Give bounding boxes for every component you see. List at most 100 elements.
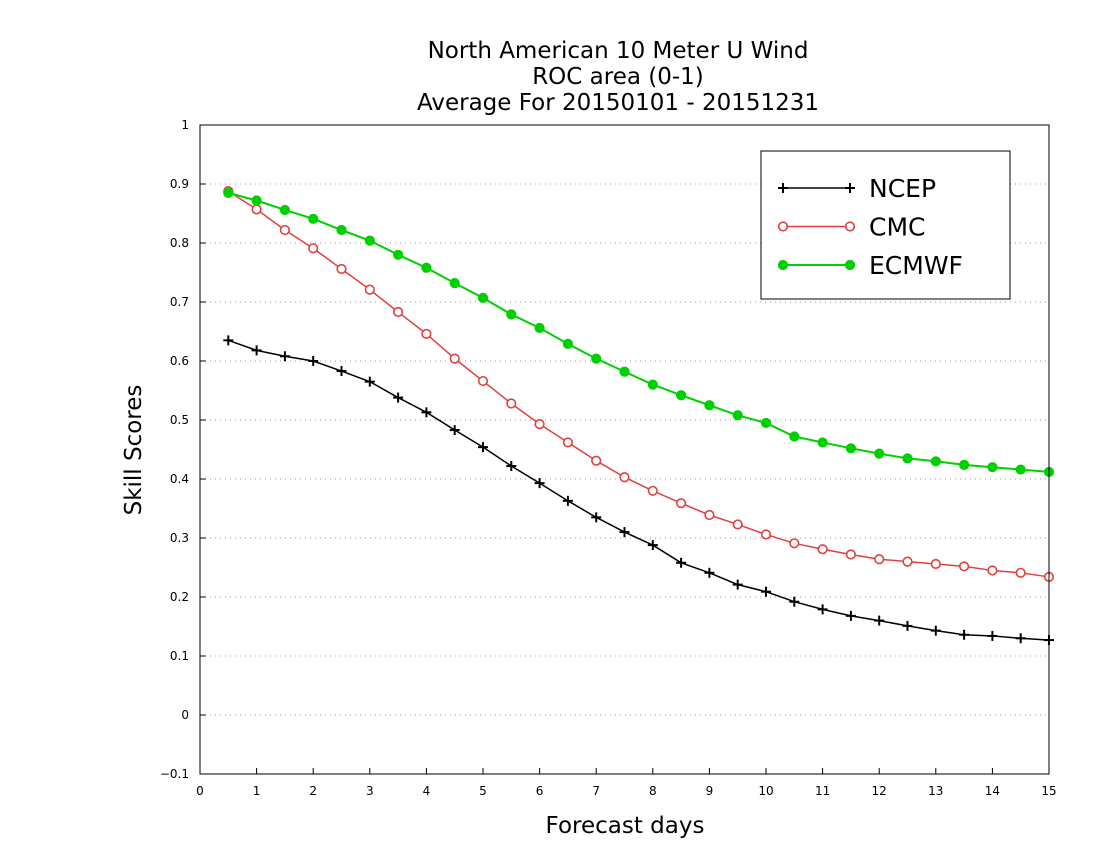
point-cmc-19: [760, 529, 772, 540]
x-tick-label-7: 7: [592, 784, 600, 798]
point-ecmwf-20: [789, 431, 800, 442]
point-cmc-10: [506, 398, 517, 409]
point-ecmwf-23: [874, 448, 885, 459]
point-cmc-21: [817, 544, 828, 555]
legend-entry-cmc: CMC: [777, 213, 925, 242]
y-tick-label-0: −0.1: [160, 767, 189, 781]
point-cmc-9: [477, 375, 489, 387]
series-ecmwf: [223, 187, 1055, 478]
point-ecmwf-19: [760, 417, 772, 429]
y-axis-label: Skill Scores: [121, 385, 147, 516]
point-cmc-3: [308, 243, 319, 254]
x-tick-label-9: 9: [706, 784, 714, 798]
legend-items: NCEP CMC ECMWF: [777, 174, 963, 280]
point-ecmwf-9: [477, 292, 489, 303]
x-tick-label-0: 0: [196, 784, 204, 798]
legend-box: [760, 150, 1011, 300]
legend-label-ecmwf: ECMWF: [869, 251, 963, 280]
point-cmc-14: [619, 472, 630, 483]
chart-title-line-2: ROC area (0-1): [532, 64, 704, 90]
tick-layer: −0.100.10.20.30.40.50.60.70.80.910 1 2 3 4 5 6…: [160, 118, 1057, 798]
y-tick-label-1: 0: [181, 708, 189, 722]
y-tick-label-3: 0.2: [170, 590, 189, 604]
point-ecmwf-6: [393, 249, 404, 260]
point-ecmwf-8: [449, 278, 460, 289]
x-tick-label-12: 12: [872, 784, 887, 798]
x-tick-label-15: 15: [1041, 784, 1056, 798]
point-ecmwf-13: [591, 353, 602, 364]
x-tick-label-13: 13: [928, 784, 943, 798]
point-ecmwf-21: [817, 437, 828, 448]
point-cmc-12: [562, 437, 574, 448]
point-ecmwf-0: [223, 187, 234, 198]
y-tick-label-9: 0.8: [170, 236, 189, 250]
point-cmc-13: [591, 455, 602, 466]
point-ecmwf-4: [336, 224, 347, 236]
point-ecmwf-12: [562, 338, 574, 349]
point-cmc-18: [732, 519, 743, 530]
point-ecmwf-28: [1015, 464, 1026, 475]
plot-area: [199, 124, 1050, 775]
x-tick-label-4: 4: [423, 784, 431, 798]
y-tick-label-5: 0.4: [170, 472, 189, 486]
point-ecmwf-18: [732, 410, 743, 421]
chart-title-line-3: Average For 20150101 - 20151231: [417, 90, 819, 116]
x-tick-label-8: 8: [649, 784, 657, 798]
point-cmc-17: [704, 509, 715, 521]
point-cmc-11: [534, 419, 545, 430]
legend-marker-end-cmc: [844, 221, 856, 232]
point-cmc-23: [874, 554, 885, 565]
point-ecmwf-5: [364, 235, 375, 246]
point-cmc-25: [930, 558, 941, 570]
y-tick-label-11: 1: [181, 118, 189, 132]
point-cmc-27: [987, 565, 998, 576]
point-ecmwf-7: [421, 262, 432, 273]
point-ecmwf-15: [647, 379, 658, 390]
point-ecmwf-26: [959, 459, 970, 470]
y-tick-label-7: 0.6: [170, 354, 189, 368]
x-tick-label-3: 3: [366, 784, 374, 798]
series-ncep: [223, 335, 1054, 646]
point-cmc-20: [789, 538, 800, 549]
x-axis-label: Forecast days: [546, 813, 705, 839]
legend-entry-ecmwf: ECMWF: [777, 251, 963, 280]
x-tick-label-14: 14: [985, 784, 1000, 798]
point-cmc-15: [647, 485, 658, 496]
y-tick-label-4: 0.3: [170, 531, 189, 545]
y-tick-label-2: 0.1: [170, 649, 189, 663]
point-cmc-28: [1015, 567, 1026, 578]
point-ecmwf-3: [308, 213, 319, 224]
point-cmc-8: [449, 353, 460, 364]
legend: NCEP CMC ECMWF: [760, 150, 1011, 300]
point-ecmwf-10: [506, 309, 517, 320]
legend-marker-start-cmc: [777, 221, 789, 232]
legend-label-ncep: NCEP: [869, 174, 936, 203]
point-ecmwf-14: [619, 366, 630, 377]
point-cmc-7: [421, 328, 432, 339]
y-tick-label-6: 0.5: [170, 413, 189, 427]
point-cmc-5: [364, 284, 375, 295]
point-ecmwf-16: [676, 390, 687, 401]
point-cmc-2: [279, 224, 291, 236]
legend-label-cmc: CMC: [869, 213, 925, 242]
x-tick-label-5: 5: [479, 784, 487, 798]
y-tick-label-8: 0.7: [170, 295, 189, 309]
chart-title-line-1: North American 10 Meter U Wind: [428, 38, 809, 64]
point-cmc-22: [845, 549, 857, 560]
point-ecmwf-11: [534, 322, 545, 334]
point-ecmwf-2: [279, 204, 290, 216]
point-ecmwf-17: [704, 400, 715, 411]
point-cmc-4: [336, 263, 347, 275]
y-tick-label-10: 0.9: [170, 177, 189, 191]
point-ecmwf-25: [930, 456, 941, 467]
point-ecmwf-1: [251, 195, 262, 206]
series-cmc: [223, 185, 1055, 583]
legend-entry-ncep: NCEP: [778, 174, 936, 203]
point-cmc-26: [958, 561, 970, 572]
point-cmc-1: [251, 204, 262, 215]
x-tick-label-10: 10: [758, 784, 773, 798]
x-tick-label-1: 1: [253, 784, 261, 798]
legend-marker-end-ecmwf: [844, 259, 856, 271]
point-ecmwf-24: [902, 453, 913, 464]
